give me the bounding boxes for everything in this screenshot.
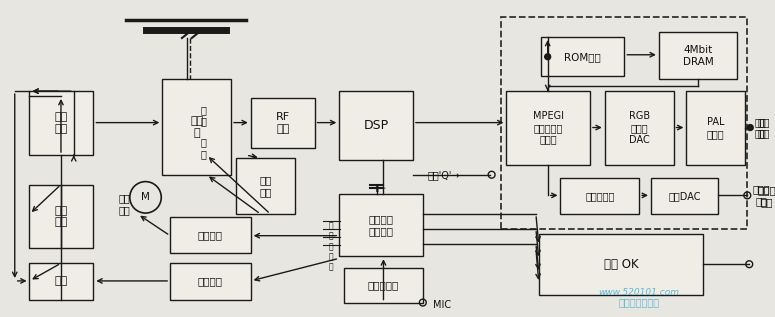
- Text: 装盘
机构: 装盘 机构: [55, 206, 68, 227]
- Bar: [170, 263, 251, 300]
- Text: 循
迹: 循 迹: [201, 105, 206, 126]
- Bar: [170, 217, 251, 253]
- Text: MPEGI
视频和音频
解码器: MPEGI 视频和音频 解码器: [532, 111, 563, 145]
- Bar: [506, 91, 590, 165]
- Bar: [651, 178, 718, 214]
- Text: 主轴伺服: 主轴伺服: [198, 276, 223, 286]
- Text: ROM选用: ROM选用: [564, 52, 601, 62]
- Bar: [541, 37, 625, 76]
- Text: 进给驱动: 进给驱动: [198, 230, 223, 240]
- Bar: [162, 79, 231, 175]
- Text: 立体声
音频: 立体声 音频: [757, 185, 775, 207]
- Bar: [339, 194, 423, 256]
- Bar: [659, 32, 738, 79]
- Text: 主轴
电机: 主轴 电机: [55, 112, 68, 134]
- Bar: [251, 98, 315, 148]
- Text: 进给
电机: 进给 电机: [118, 193, 129, 215]
- Text: RGB
三通道
DAC: RGB 三通道 DAC: [629, 111, 649, 145]
- Text: ⊣⊢: ⊣⊢: [367, 184, 387, 194]
- Text: M: M: [141, 192, 150, 202]
- Bar: [29, 91, 94, 155]
- Text: 光头
伺服: 光头 伺服: [259, 175, 272, 197]
- Text: 系统控制
微处理器: 系统控制 微处理器: [369, 215, 394, 236]
- Text: DSP: DSP: [363, 119, 389, 132]
- Text: RF
放大: RF 放大: [276, 112, 290, 134]
- Text: 水光
器: 水光 器: [190, 116, 203, 138]
- Text: MIC: MIC: [432, 300, 451, 309]
- Bar: [236, 158, 295, 214]
- Circle shape: [545, 54, 550, 60]
- Circle shape: [747, 125, 753, 131]
- Bar: [339, 91, 413, 160]
- Bar: [501, 17, 747, 229]
- Bar: [29, 263, 94, 300]
- Text: 驱动: 驱动: [55, 276, 68, 286]
- Bar: [539, 234, 703, 295]
- Text: 串
控
制
总
线: 串 控 制 总 线: [329, 221, 334, 272]
- Text: 家电维修资料网: 家电维修资料网: [618, 298, 660, 307]
- Bar: [604, 91, 673, 165]
- Text: 聚
焦: 聚 焦: [201, 137, 206, 159]
- Bar: [29, 184, 94, 249]
- Text: 子码'Q'→: 子码'Q'→: [428, 170, 460, 180]
- Bar: [687, 91, 746, 165]
- Text: 4Mbit
DRAM: 4Mbit DRAM: [683, 45, 714, 67]
- Text: 复合
视频: 复合 视频: [757, 117, 770, 138]
- Text: 数字滤波器: 数字滤波器: [585, 191, 615, 201]
- Bar: [560, 178, 639, 214]
- Text: 复合
视频: 复合 视频: [754, 117, 766, 138]
- Text: 立体声
音频: 立体声 音频: [753, 184, 770, 206]
- Text: www.520101.com: www.520101.com: [598, 288, 680, 297]
- Text: PAL
编码器: PAL 编码器: [707, 117, 725, 139]
- Text: 前面板电路: 前面板电路: [368, 280, 399, 290]
- Text: 音频DAC: 音频DAC: [668, 191, 701, 201]
- Text: 卡拉 OK: 卡拉 OK: [604, 258, 639, 271]
- Bar: [344, 268, 423, 302]
